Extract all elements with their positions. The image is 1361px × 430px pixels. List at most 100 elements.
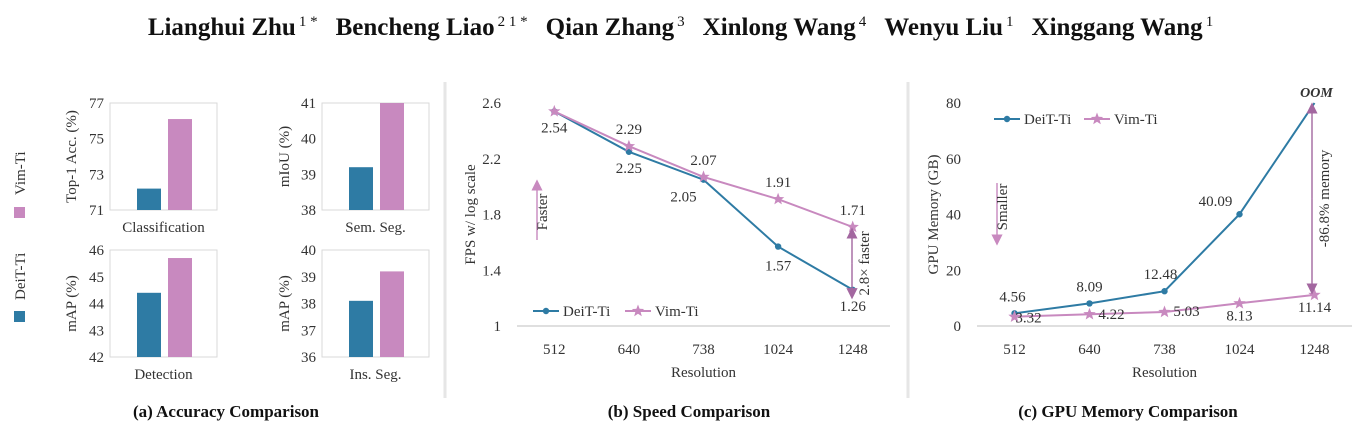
y-axis-label: mAP (%)	[64, 275, 80, 332]
y-tick-label: 44	[89, 297, 105, 313]
caption-accuracy: (a) Accuracy Comparison	[133, 402, 320, 421]
point-vim-ti	[1083, 307, 1096, 320]
author-affiliation: 4	[858, 14, 867, 30]
legend-label-deit-ti: DeiT-Ti	[563, 304, 610, 320]
bar-deit-ti	[137, 292, 161, 357]
x-tick-label: 738	[692, 342, 715, 358]
x-category-label: Sem. Seg.	[345, 220, 405, 236]
data-label: 2.07	[690, 153, 717, 169]
x-category-label: Classification	[122, 220, 205, 236]
x-tick-label: 640	[1078, 342, 1101, 358]
author-affiliation: 1	[1205, 14, 1214, 30]
author-affiliation: 1 *	[298, 14, 318, 30]
author-affiliation: 2 1 *	[497, 14, 528, 30]
legend-marker-deit-ti	[1003, 115, 1011, 123]
caption-speed: (b) Speed Comparison	[608, 402, 771, 421]
ratio-label: 2.8× faster	[857, 231, 873, 295]
author-affiliation: 1	[1006, 14, 1014, 30]
oom-label: OOM	[1300, 86, 1333, 101]
bar-vim-ti	[380, 271, 404, 357]
y-tick-label: 43	[89, 323, 104, 339]
data-label: 3.32	[1015, 311, 1041, 327]
y-tick-label: 75	[89, 132, 104, 148]
point-vim-ti	[1233, 296, 1246, 309]
subplot-frame	[109, 249, 218, 358]
legend-label-deit: DeiT-Ti	[13, 253, 29, 300]
legend-marker-deit-ti	[542, 307, 550, 315]
series-line-vim-ti	[553, 110, 854, 228]
y-tick-label: 42	[89, 350, 104, 366]
y-tick-label: 39	[301, 167, 316, 183]
accuracy-comparison-panel: Vim-Ti DeiT-Ti 71 73 75 77 Classification Top-1…	[13, 96, 430, 383]
y-tick-label: 20	[946, 263, 961, 279]
point-vim-ti	[771, 192, 785, 205]
point-vim-ti	[548, 104, 561, 117]
y-tick-label: 38	[301, 297, 316, 313]
x-tick-label: 1248	[838, 342, 868, 358]
subplot-frame	[321, 249, 430, 358]
author-name: Xinggang Wang	[1031, 14, 1203, 42]
y-tick-label: 39	[301, 270, 316, 286]
data-label: 1.57	[765, 259, 792, 275]
accuracy-subplot-2: 38 39 40 41 Sem. Seg. mIoU (%)	[277, 96, 430, 236]
x-tick-label: 512	[543, 342, 566, 358]
y-tick-label: 2.2	[482, 152, 501, 168]
y-tick-label: 37	[301, 323, 317, 339]
legend-marker-vim-ti	[631, 304, 645, 317]
y-tick-label: 1	[494, 319, 502, 335]
data-label: 8.09	[1076, 279, 1102, 295]
ratio-label: -86.8% memory	[1317, 149, 1333, 247]
bar-deit-ti	[137, 188, 161, 210]
x-category-label: Ins. Seg.	[349, 367, 401, 383]
author-5: Wenyu Liu 1	[884, 14, 1013, 41]
data-label: 40.09	[1199, 194, 1233, 210]
bar-vim-ti	[168, 258, 192, 357]
speed-comparison-panel: 1 1.4 1.8 2.2 2.6 512 640 738 1024 1248 Resolution…	[463, 96, 890, 381]
bar-vim-ti	[380, 103, 404, 210]
legend-label-deit-ti: DeiT-Ti	[1024, 112, 1071, 128]
data-label: 2.29	[616, 122, 642, 138]
subplot-frame	[321, 102, 430, 211]
subplot-frame	[109, 102, 218, 211]
y-tick-label: 40	[301, 243, 316, 259]
legend-swatch-deit	[14, 311, 25, 322]
y-tick-label: 71	[89, 203, 104, 219]
caption-memory: (c) GPU Memory Comparison	[1018, 402, 1238, 421]
x-tick-label: 1248	[1300, 342, 1330, 358]
y-tick-label: 2.6	[482, 96, 501, 112]
y-tick-label: 46	[89, 243, 105, 259]
point-vim-ti	[1158, 305, 1171, 318]
x-category-label: Detection	[134, 367, 193, 383]
legend-swatch-vim	[14, 207, 25, 218]
author-name: Wenyu Liu	[884, 14, 1004, 42]
y-axis-label: mAP (%)	[277, 275, 293, 332]
point-deit-ti	[1086, 300, 1093, 307]
x-axis-label: Resolution	[671, 365, 737, 381]
data-label: 2.54	[541, 120, 568, 136]
point-vim-ti	[1008, 310, 1021, 322]
data-label: 1.26	[840, 299, 867, 315]
point-vim-ti	[622, 139, 636, 152]
data-label: 4.22	[1098, 307, 1124, 323]
data-label: 1.71	[840, 203, 866, 219]
series-line-deit-ti	[553, 110, 854, 291]
x-axis-label: Resolution	[1132, 365, 1198, 381]
author-name: Xinlong Wang	[702, 14, 856, 42]
y-tick-label: 41	[301, 96, 316, 112]
y-tick-label: 0	[954, 319, 962, 335]
point-deit-ti	[625, 148, 633, 155]
point-deit-ti	[774, 243, 782, 250]
data-label: 1.91	[765, 175, 791, 191]
x-tick-label: 1024	[1225, 342, 1256, 358]
data-label: 2.25	[616, 161, 642, 177]
accuracy-subplot-4: 36 37 38 39 40 Ins. Seg. mAP (%)	[277, 243, 430, 383]
y-tick-label: 73	[89, 167, 104, 183]
point-vim-ti	[1308, 288, 1321, 301]
y-tick-label: 80	[946, 96, 961, 112]
point-deit-ti	[1161, 288, 1168, 295]
y-tick-label: 38	[301, 203, 316, 219]
y-tick-label: 1.4	[482, 263, 501, 279]
bar-deit-ti	[349, 167, 373, 210]
data-label: 12.48	[1144, 267, 1178, 283]
